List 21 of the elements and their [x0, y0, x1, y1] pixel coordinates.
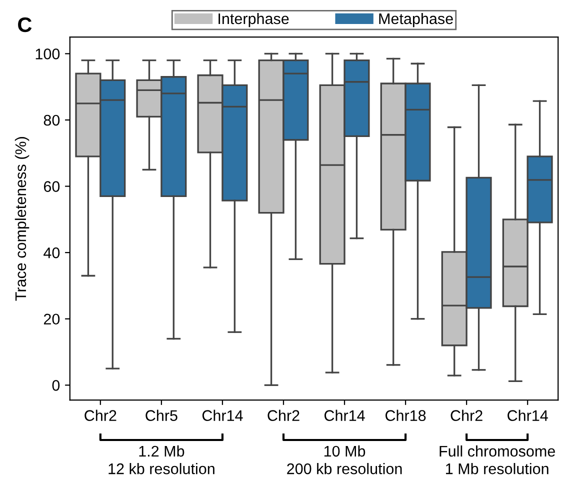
x-tick-label: Chr2	[450, 410, 482, 422]
x-tick-label: Chr2	[84, 410, 116, 422]
y-tick-label: 0	[52, 380, 60, 391]
text: 1.2 Mb 12 kb resolution	[108, 445, 214, 474]
y-tick-label: 40	[44, 247, 60, 258]
x-tick-label: Chr5	[146, 410, 178, 422]
text: 10 Mb 200 kb resolution	[287, 445, 402, 474]
text: Full chromosome 1 Mb resolution	[440, 445, 555, 474]
y-axis-title: Trace completeness (%)	[14, 137, 30, 301]
y-tick-label: 20	[44, 314, 60, 325]
x-tick-label: Chr18	[386, 410, 426, 422]
legend-label: Interphase	[218, 12, 289, 28]
x-tick-label: Chr14	[324, 410, 365, 422]
legend-label: Metaphase	[379, 12, 453, 28]
y-tick-label: 100	[36, 48, 60, 60]
y-tick-label: 80	[44, 114, 60, 126]
x-tick-label: Chr14	[202, 410, 243, 422]
chart-title: C	[18, 17, 32, 32]
x-tick-label: Chr2	[268, 410, 300, 422]
x-tick-label: Chr14	[508, 410, 548, 422]
y-tick-label: 60	[44, 181, 60, 192]
